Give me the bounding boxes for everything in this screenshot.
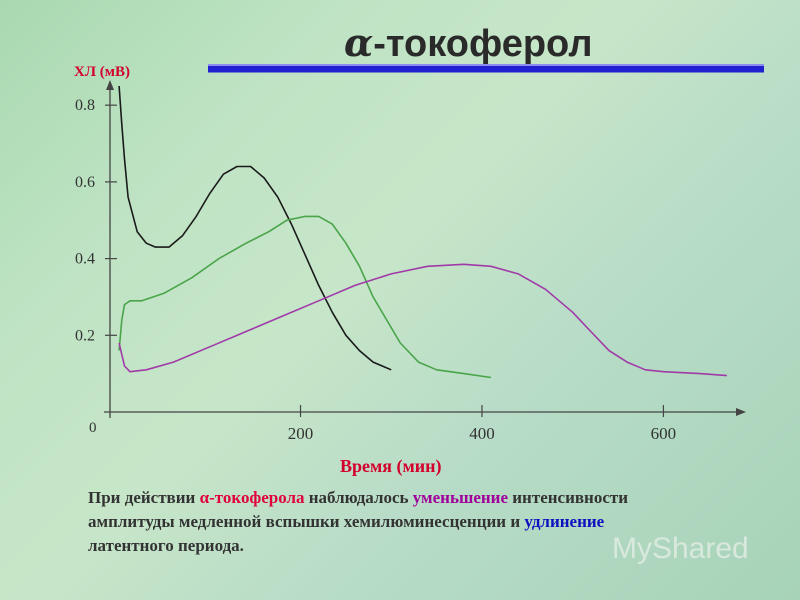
caption-extension: удлинение xyxy=(524,512,605,531)
caption-tocopherol: α-токоферола xyxy=(199,488,305,507)
series-line-0 xyxy=(118,85,392,371)
caption-part-1: При действии xyxy=(88,488,200,507)
series-line-1 xyxy=(118,215,492,379)
series-group xyxy=(118,85,727,379)
x-tick-label-2: 600 xyxy=(651,424,677,443)
watermark-logo: MyShared xyxy=(612,532,749,565)
origin-label: 0 xyxy=(89,420,97,436)
ticks-group: 200 400 600 0.2 0.4 0.6 0.8 xyxy=(75,97,676,443)
x-tick-label-1: 400 xyxy=(469,424,495,443)
x-tick-label-0: 200 xyxy=(288,424,314,443)
y-axis-arrow xyxy=(106,80,114,90)
caption-part-5: интенсивности амплитуды медленной вспышк… xyxy=(88,488,629,531)
y-tick-label-3: 0.8 xyxy=(75,97,95,114)
y-tick-label-0: 0.2 xyxy=(75,327,95,344)
caption-part-3: наблюдалось xyxy=(304,488,413,507)
caption-decrease: уменьшение xyxy=(412,488,508,507)
title-alpha-symbol: α xyxy=(344,20,373,65)
series-line-2 xyxy=(118,263,727,377)
y-tick-label-2: 0.6 xyxy=(75,174,95,191)
title-text: -токоферол xyxy=(373,23,592,65)
x-axis-label: Время (мин) xyxy=(340,456,442,477)
slide-title: α-токоферол xyxy=(344,20,592,65)
caption-part-7: латентного периода. xyxy=(88,536,244,555)
y-tick-label-1: 0.4 xyxy=(75,251,95,268)
x-axis-arrow xyxy=(736,408,746,416)
y-axis-label: ХЛ (мВ) xyxy=(74,64,130,80)
caption: При действии α-токоферола наблюдалось ум… xyxy=(88,486,648,558)
